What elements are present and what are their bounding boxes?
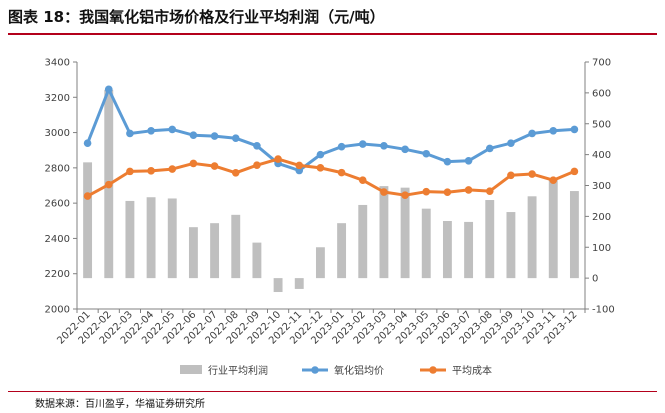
legend-swatch-marker xyxy=(429,366,437,374)
price-point xyxy=(104,85,113,94)
price-point xyxy=(549,127,558,135)
profit-bar xyxy=(167,198,177,279)
right-tick-label: -100 xyxy=(592,305,615,316)
price-point xyxy=(253,142,261,150)
profit-bar xyxy=(569,191,579,279)
right-tick-label: 300 xyxy=(592,181,611,192)
title-rule xyxy=(8,33,657,35)
left-tick-label: 2000 xyxy=(45,305,70,316)
profit-bar xyxy=(210,223,220,279)
cost-point xyxy=(168,165,177,173)
profit-bar xyxy=(485,200,495,279)
legend-swatch-bar xyxy=(180,365,202,374)
cost-point xyxy=(464,186,473,194)
price-line xyxy=(86,87,575,173)
price-point xyxy=(570,125,579,134)
cost-point xyxy=(147,167,155,175)
cost-line xyxy=(86,157,575,198)
profit-bar xyxy=(294,278,304,289)
price-point xyxy=(147,127,155,135)
cost-point xyxy=(549,176,558,185)
price-point xyxy=(231,134,240,143)
price-point xyxy=(83,139,92,147)
price-point xyxy=(337,142,346,151)
profit-bar xyxy=(231,214,241,279)
left-tick-label: 2400 xyxy=(45,234,70,245)
price-point xyxy=(422,149,431,158)
price-point xyxy=(189,131,198,140)
profit-bar xyxy=(252,242,262,279)
cost-point xyxy=(380,188,388,196)
profit-bar xyxy=(442,221,452,279)
price-point xyxy=(126,129,134,138)
right-tick-label: 200 xyxy=(592,212,611,223)
price-point xyxy=(507,139,515,147)
left-tick-label: 2800 xyxy=(45,163,70,174)
profit-bar xyxy=(83,162,93,279)
cost-point xyxy=(528,170,536,178)
profit-bar xyxy=(464,221,474,279)
price-point xyxy=(358,140,367,148)
price-point xyxy=(401,145,409,154)
legend-label: 平均成本 xyxy=(452,364,492,377)
profit-bar xyxy=(125,200,135,279)
profit-bar xyxy=(337,223,347,279)
right-tick-label: 700 xyxy=(592,58,611,69)
profit-bar xyxy=(527,196,537,279)
left-tick-label: 3200 xyxy=(45,93,70,104)
price-point xyxy=(316,150,325,159)
cost-point xyxy=(507,171,515,180)
cost-point xyxy=(422,187,431,196)
price-point xyxy=(210,132,219,140)
profit-bar xyxy=(421,208,431,279)
cost-point xyxy=(210,162,219,170)
right-tick-label: 0 xyxy=(592,274,598,285)
profit-bar xyxy=(548,179,558,279)
profit-bar xyxy=(146,197,156,279)
cost-point xyxy=(485,187,494,195)
price-point xyxy=(380,142,388,150)
price-point xyxy=(168,125,177,134)
left-tick-label: 2600 xyxy=(45,199,70,210)
cost-point xyxy=(104,180,113,189)
right-tick-label: 100 xyxy=(592,243,611,254)
left-tick-label: 2200 xyxy=(45,269,70,280)
profit-bar xyxy=(506,212,516,279)
profit-bar xyxy=(358,204,368,279)
data-source: 数据来源：百川盈孚，华福证券研究所 xyxy=(35,399,205,410)
cost-point xyxy=(253,161,261,170)
cost-point xyxy=(570,167,579,176)
profit-bar xyxy=(273,278,283,293)
chart-title: 图表 18：我国氧化铝市场价格及行业平均利润（元/吨） xyxy=(8,8,385,26)
price-point xyxy=(443,157,452,166)
cost-point xyxy=(358,176,367,185)
right-tick-label: 500 xyxy=(592,119,611,130)
legend-label: 氧化铝均价 xyxy=(334,364,384,377)
right-tick-label: 400 xyxy=(592,150,611,161)
source-rule xyxy=(8,391,657,392)
profit-bar xyxy=(315,247,325,279)
profit-bar xyxy=(400,187,410,279)
cost-point xyxy=(189,159,198,168)
left-tick-label: 3400 xyxy=(45,58,70,69)
profit-bar xyxy=(188,227,198,279)
right-tick-label: 600 xyxy=(592,88,611,99)
cost-point xyxy=(83,192,92,200)
legend-swatch-marker xyxy=(311,366,319,374)
cost-point xyxy=(316,164,325,172)
price-point xyxy=(464,157,473,165)
cost-point xyxy=(401,191,409,200)
legend-label: 行业平均利润 xyxy=(208,364,268,377)
price-point xyxy=(485,144,494,153)
cost-point xyxy=(337,168,346,177)
cost-point xyxy=(126,167,134,176)
cost-point xyxy=(231,168,240,177)
profit-bar xyxy=(379,186,389,279)
cost-point xyxy=(274,155,282,163)
cost-point xyxy=(443,188,452,197)
price-point xyxy=(528,129,536,138)
left-tick-label: 3000 xyxy=(45,128,70,139)
cost-point xyxy=(295,161,304,170)
